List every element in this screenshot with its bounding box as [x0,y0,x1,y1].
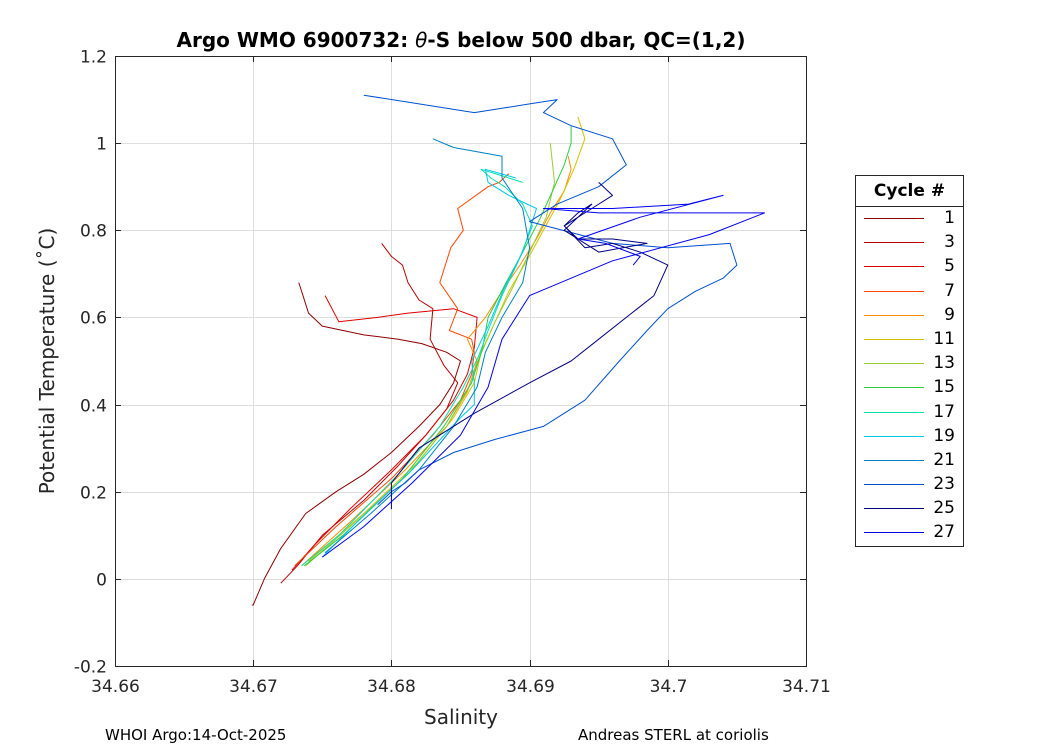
x-tick-label: 34.68 [367,677,416,697]
legend-label: 19 [933,425,955,446]
legend-entry: 5 [856,255,963,279]
x-tick-label: 34.67 [229,677,278,697]
series-line-cycle-23 [363,94,738,506]
y-tick-label: 0 [96,571,107,591]
x-tick-label: 34.7 [650,677,688,697]
legend-label: 13 [933,353,955,374]
legend-entry: 15 [856,376,963,400]
legend-swatch [864,411,924,413]
x-tick-label: 34.66 [91,677,140,697]
footer-left: WHOI Argo:14-Oct-2025 [105,726,287,744]
legend-entry: 9 [856,304,963,328]
chart-title: Argo WMO 6900732: θ-S below 500 dbar, QC… [177,28,746,52]
legend-label: 15 [933,377,955,398]
x-tick-label: 34.71 [782,677,831,697]
series-line-cycle-1 [251,282,461,606]
legend-label: 3 [944,232,955,253]
legend-swatch [864,508,924,510]
legend-label: 25 [933,498,955,519]
y-tick-label: 1.2 [80,48,107,68]
y-tick-label: 0.4 [80,397,107,417]
legend-rows: 1 3 5 7 9 11 13 15 17 19 21 23 25 27 [856,207,963,546]
legend-label: 11 [933,328,955,349]
legend-entry: 7 [856,280,963,304]
legend-label: 17 [933,401,955,422]
legend-label: 1 [944,208,955,228]
legend-swatch [864,314,924,316]
y-tick-label: 0.8 [80,222,107,242]
legend-entry: 17 [856,401,963,425]
legend-entry: 21 [856,449,963,473]
x-tick-label: 34.69 [506,677,555,697]
y-tick-label: 1 [96,135,107,155]
legend-label: 27 [933,522,955,543]
legend-label: 5 [944,256,955,277]
legend-entry: 11 [856,328,963,352]
series-line-cycle-3 [280,243,459,584]
legend-swatch [864,532,924,534]
series-line-cycle-5 [291,295,478,571]
legend-swatch [864,290,924,292]
legend-swatch [864,387,924,389]
legend: Cycle # 1 3 5 7 9 11 13 15 17 19 21 23 25 27 [855,175,964,547]
y-tick-label: 0.2 [80,484,107,504]
y-tick-label: 0.6 [80,309,107,329]
y-axis-label: Potential Temperature (˚C) [35,228,59,495]
legend-entry: 25 [856,497,963,521]
series-line-cycle-15 [303,125,572,567]
legend-label: 7 [944,280,955,301]
legend-swatch [864,435,924,437]
legend-entry: 27 [856,521,963,545]
legend-label: 9 [944,304,955,325]
series-group [251,94,765,606]
series-line-cycle-19 [321,168,537,558]
series-line-cycle-27 [322,194,765,558]
footer-right: Andreas STERL at coriolis [578,726,769,744]
series-line-cycle-21 [324,138,531,554]
legend-swatch [864,338,924,340]
legend-swatch [864,242,924,244]
legend-swatch [864,218,924,219]
legend-entry: 3 [856,231,963,255]
legend-swatch [864,266,924,268]
tick-group: 34.66 34.67 34.68 34.69 34.7 34.71 -0.2 0 0.2 0.4… [74,48,831,698]
legend-entry: 1 [856,207,963,231]
x-axis-label: Salinity [424,705,498,729]
legend-label: 23 [933,474,955,495]
series-line-cycle-9 [301,156,572,567]
legend-entry: 13 [856,352,963,376]
axes-box [115,56,807,667]
legend-entry: 23 [856,473,963,497]
legend-swatch [864,459,924,461]
legend-swatch [864,363,924,365]
legend-label: 21 [933,449,955,470]
legend-entry: 19 [856,425,963,449]
legend-title: Cycle # [856,176,963,207]
legend-swatch [864,484,924,486]
y-tick-label: -0.2 [74,658,107,678]
